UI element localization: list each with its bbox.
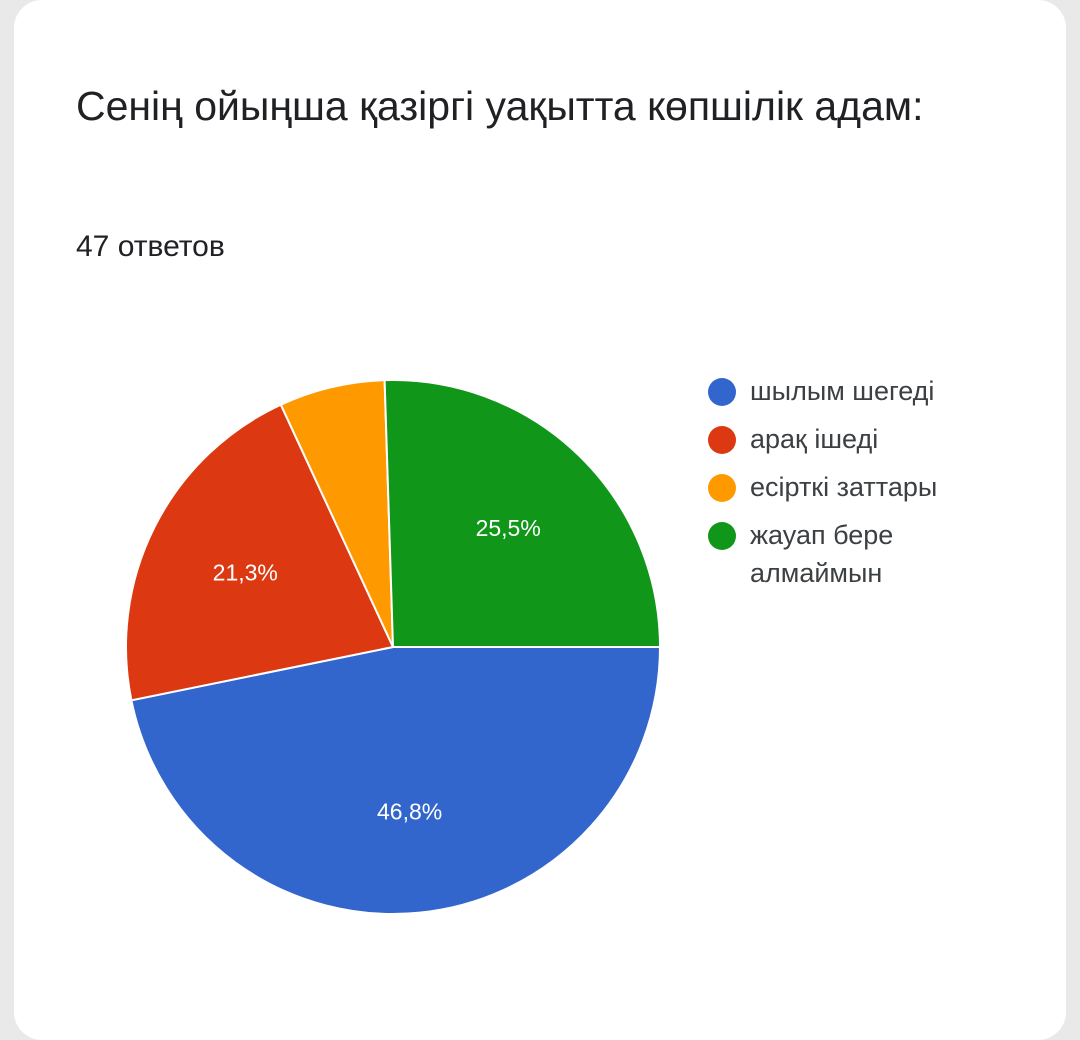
legend-label: есірткі заттары — [750, 472, 938, 502]
legend-item-smoking[interactable]: шылым шегеді — [708, 372, 1038, 410]
legend-swatch-icon — [708, 474, 736, 502]
chart-legend: шылым шегеді арақ ішеді есірткі заттары жау… — [708, 372, 1038, 602]
pie-chart: 46,8% 21,3% 25,5% — [125, 379, 662, 915]
slice-label-smoking: 46,8% — [377, 799, 442, 825]
legend-swatch-icon — [708, 426, 736, 454]
legend-item-alcohol[interactable]: арақ ішеді — [708, 420, 1038, 458]
slice-label-cannot-answer: 25,5% — [476, 515, 541, 541]
pie-slice-alcohol[interactable] — [125, 403, 395, 702]
pie-slice-cannot-answer[interactable] — [383, 379, 662, 648]
legend-item-drugs[interactable]: есірткі заттары — [708, 468, 1038, 506]
legend-item-cannot-answer[interactable]: жауап бере алмаймын — [708, 516, 1038, 592]
slice-label-alcohol: 21,3% — [213, 559, 278, 585]
legend-label: жауап бере алмаймын — [750, 520, 894, 588]
legend-swatch-icon — [708, 378, 736, 406]
legend-label: арақ ішеді — [750, 424, 879, 454]
legend-label: шылым шегеді — [750, 376, 935, 406]
legend-swatch-icon — [708, 522, 736, 550]
pie-slice-smoking[interactable] — [130, 646, 662, 915]
response-count: 47 ответов — [76, 230, 225, 263]
chart-title: Сенің ойыңша қазіргі уақытта көпшілік ад… — [76, 83, 924, 129]
